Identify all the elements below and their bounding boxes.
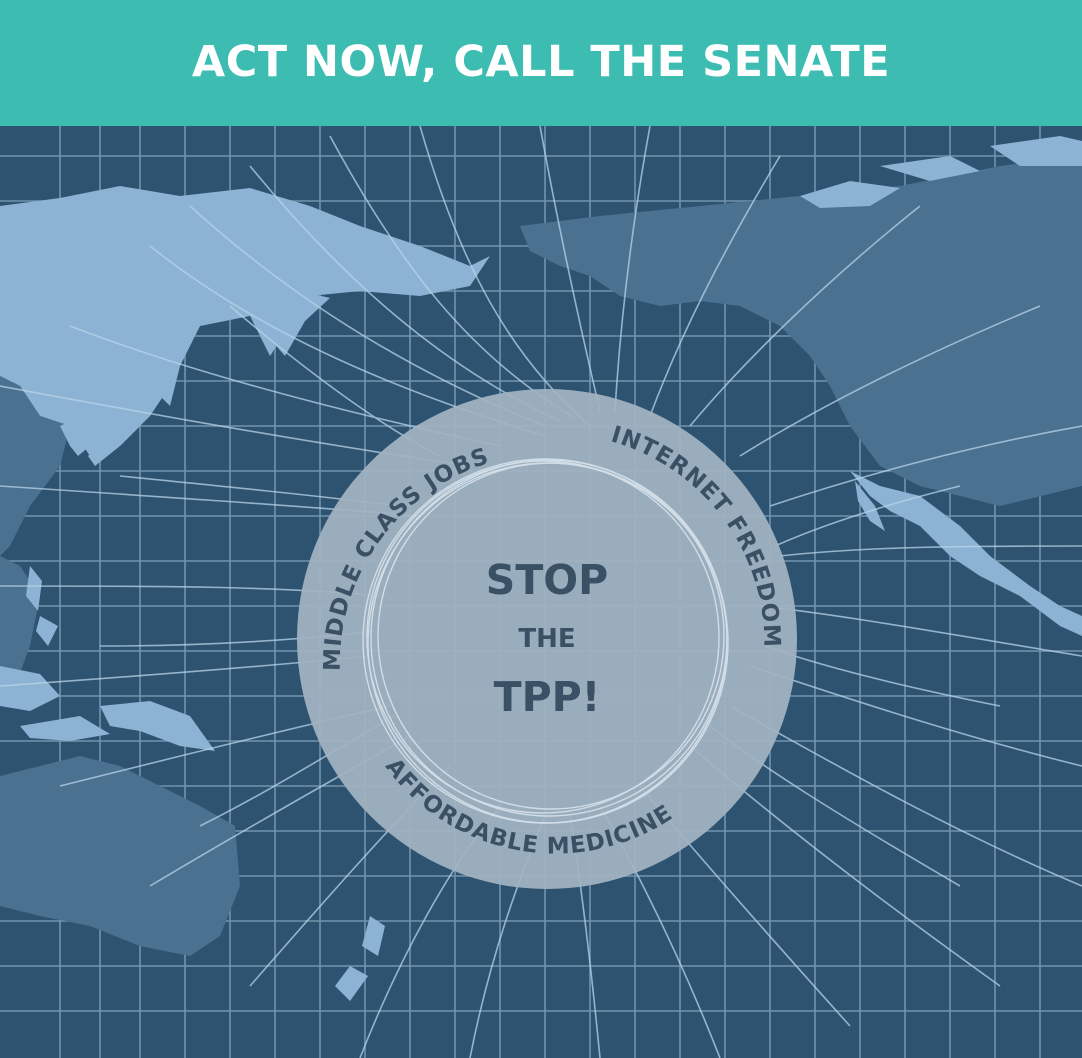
arctic-islands [800, 136, 1082, 208]
north-america [520, 156, 1082, 506]
australia [0, 756, 240, 956]
map-illustration: MIDDLE CLASS JOBS INTERNET FREEDOM AFFOR… [0, 126, 1082, 1058]
badge-the: THE [518, 624, 575, 654]
badge-tpp: TPP! [494, 673, 601, 721]
stop-tpp-badge: MIDDLE CLASS JOBS INTERNET FREEDOM AFFOR… [297, 389, 797, 889]
call-senate-link-text: ACT NOW, CALL THE SENATE [191, 37, 891, 87]
korea [60, 416, 90, 456]
japan [88, 341, 180, 466]
asia-north [0, 186, 490, 456]
call-senate-banner[interactable]: ACT NOW, CALL THE SENATE [0, 0, 1082, 126]
landmasses [0, 136, 1082, 1001]
pacific-map: MIDDLE CLASS JOBS INTERNET FREEDOM AFFOR… [0, 126, 1082, 1058]
asia-mainland [0, 376, 70, 556]
kamchatka [270, 291, 330, 356]
mexico [850, 471, 1082, 636]
baja-california [855, 481, 885, 531]
badge-stop: STOP [486, 556, 608, 604]
new-guinea [100, 701, 215, 751]
badge-swirl [362, 458, 729, 824]
new-zealand [335, 916, 385, 1001]
